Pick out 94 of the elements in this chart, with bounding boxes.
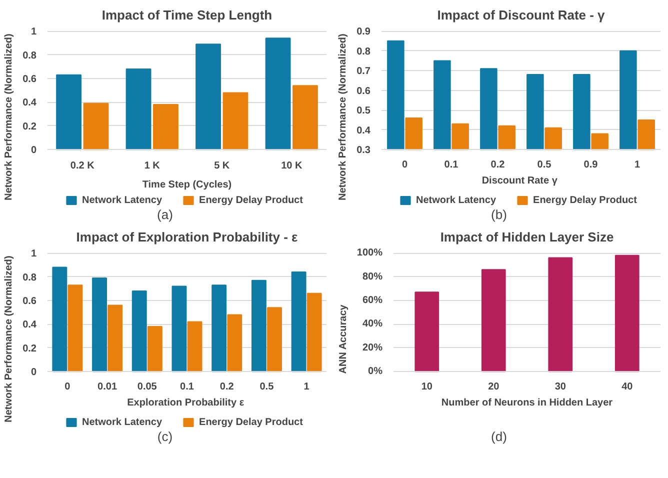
x-tick-label: 0.05 [137, 382, 158, 393]
chart-title: Impact of Hidden Layer Size [440, 230, 614, 244]
y-tick-label: 0.8 [356, 46, 371, 58]
chart-title: Impact of Discount Rate - γ [437, 8, 606, 22]
x-axis-title: Number of Neurons in Hidden Layer [441, 398, 613, 408]
bar [196, 44, 221, 150]
x-tick-label: 0.5 [537, 160, 552, 171]
y-tick-label: 0.3 [356, 145, 371, 156]
text: (a) [157, 206, 173, 224]
bar [187, 321, 202, 372]
x-axis-title: Exploration Probability ε [127, 398, 244, 408]
y-tick-label: 0% [368, 366, 383, 378]
y-tick-label: 0.6 [22, 74, 37, 85]
text: (c) [157, 428, 173, 446]
y-tick-label: 100% [356, 248, 383, 259]
x-tick-label: 40 [622, 382, 634, 393]
bar [614, 254, 640, 372]
bar [108, 304, 123, 372]
text: (d) [491, 428, 507, 446]
bar [306, 292, 322, 372]
y-tick-label: 0.4 [22, 98, 37, 109]
y-tick-label: 80% [362, 271, 383, 282]
x-tick-label: 20 [488, 382, 500, 393]
text: (b) [491, 206, 507, 224]
legend-label: Energy Delay Product [199, 194, 303, 206]
bar [414, 292, 440, 372]
y-axis-title: Network Performance (Normalized) [4, 256, 15, 422]
y-axis-title: Network Performance (Normalized) [338, 34, 349, 200]
x-tick-label: 0.9 [584, 160, 598, 171]
x-tick-label: 0.2 [220, 382, 234, 393]
bar [68, 284, 83, 372]
y-tick-label: 0.6 [22, 296, 37, 307]
bar [481, 269, 506, 372]
y-tick-label: 60% [362, 294, 383, 306]
bar [251, 280, 266, 372]
y-axis-title: ANN Accuracy [338, 304, 349, 374]
x-tick-label: 1 [634, 160, 640, 171]
y-tick-label: 0.4 [356, 125, 371, 136]
y-tick-label: 0.9 [356, 26, 371, 38]
bar [265, 38, 291, 150]
bar [212, 284, 227, 372]
legend-label: Energy Delay Product [199, 416, 303, 428]
x-tick-label: 0 [402, 160, 408, 171]
y-tick-label: 0.8 [22, 272, 37, 284]
bar [147, 326, 162, 372]
y-tick-label: 0.7 [356, 66, 371, 78]
bar [92, 277, 107, 372]
y-tick-label: 0.4 [22, 320, 37, 331]
y-tick-label: 0.8 [22, 50, 37, 62]
y-tick-label: 0.6 [356, 86, 371, 97]
x-tick-label: 10 K [281, 160, 303, 172]
x-tick-label: 0.2 K [70, 160, 96, 172]
bar [267, 307, 282, 372]
bar [132, 290, 147, 372]
y-tick-label: 40% [362, 318, 383, 330]
y-tick-label: 1 [30, 248, 37, 260]
legend-label: Network Latency [82, 416, 162, 428]
y-tick-label: 1 [30, 26, 37, 38]
bar [56, 74, 82, 150]
y-tick-label: 0.2 [22, 121, 37, 132]
x-tick-label: 0.1 [180, 382, 194, 393]
bar [291, 272, 306, 372]
legend-label: Energy Delay Product [533, 194, 637, 206]
y-tick-label: 0.2 [22, 343, 37, 354]
chart-title: Impact of Exploration Probability - ε [76, 230, 298, 244]
x-tick-label: 1 K [144, 160, 161, 172]
y-axis-title: Network Performance (Normalized) [4, 34, 15, 200]
y-tick-label: 0 [30, 145, 37, 156]
x-axis-title: Time Step (Cycles) [142, 180, 232, 190]
bar [83, 102, 109, 150]
chart-title: Impact of Time Step Length [102, 8, 272, 22]
x-tick-label: 0.1 [444, 160, 459, 171]
x-tick-label: 0.2 [490, 160, 506, 171]
x-tick-label: 30 [554, 382, 566, 393]
x-tick-label: 0 [64, 382, 71, 393]
x-axis-title: Discount Rate γ [482, 176, 558, 186]
x-tick-label: 0.01 [98, 382, 118, 393]
bar [548, 257, 573, 372]
x-tick-label: 5 K [214, 160, 230, 172]
legend-label: Network Latency [416, 194, 496, 206]
legend-label: Network Latency [82, 194, 162, 206]
bar [222, 92, 248, 150]
y-tick-label: 20% [362, 342, 383, 354]
x-tick-label: 10 [421, 382, 433, 393]
bar [292, 85, 318, 150]
bar [227, 314, 242, 372]
x-tick-label: 1 [304, 382, 310, 393]
x-tick-label: 0.5 [260, 382, 274, 393]
y-tick-label: 0.5 [356, 106, 371, 117]
bar [126, 68, 152, 150]
bar [172, 286, 187, 372]
y-tick-label: 0 [30, 367, 37, 378]
bar [52, 266, 68, 372]
bar [153, 104, 178, 150]
